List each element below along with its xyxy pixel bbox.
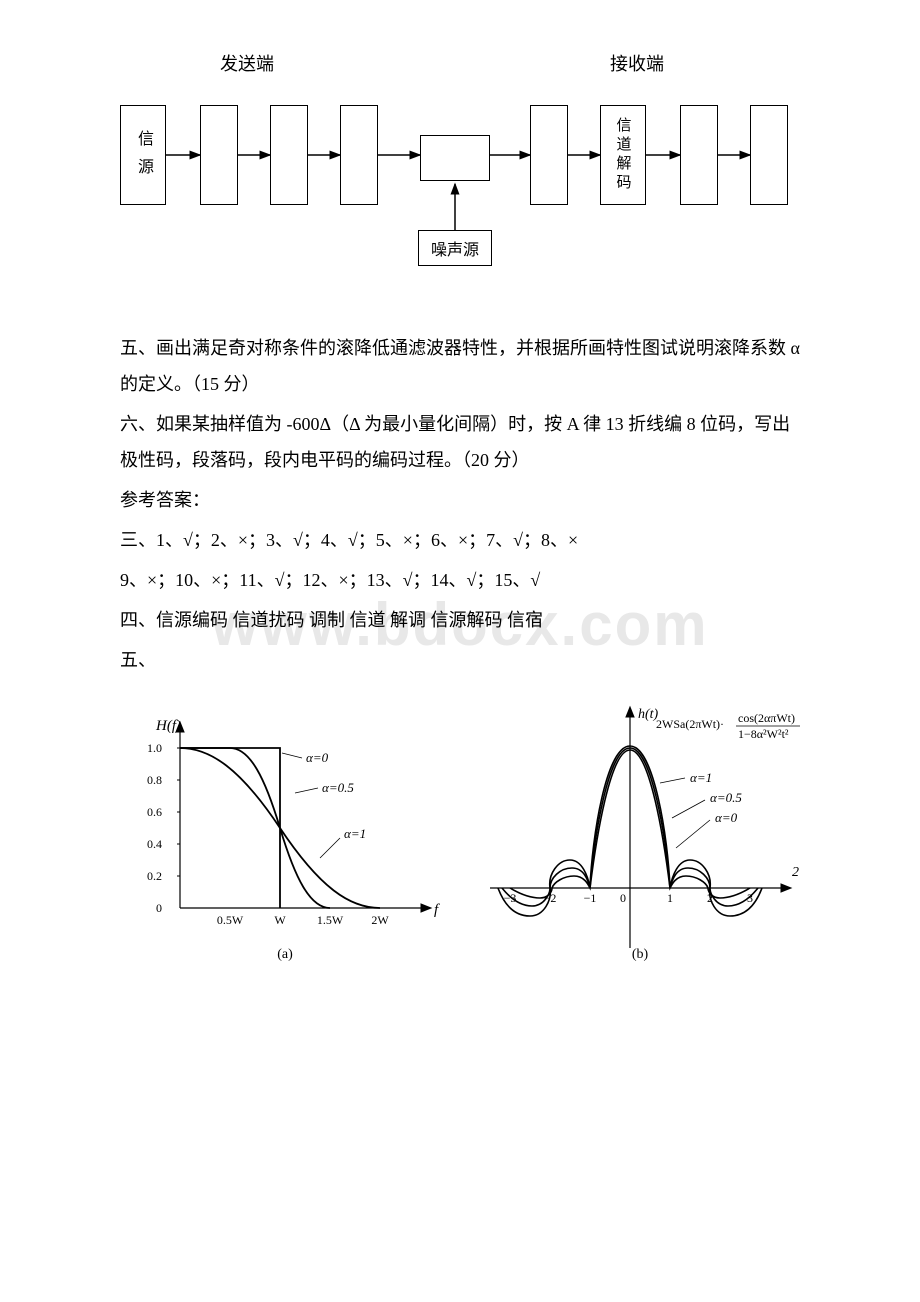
svg-text:0.6: 0.6	[147, 805, 162, 819]
svg-text:2WSa(2πWt)·: 2WSa(2πWt)·	[656, 717, 724, 731]
page-content: 发送端 接收端 信源	[120, 50, 800, 998]
answer-3a: 三、1、√；2、×；3、√；4、√；5、×；6、×；7、√；8、×	[120, 522, 800, 558]
svg-text:α=1: α=1	[690, 770, 712, 785]
svg-text:−1: −1	[584, 891, 597, 905]
box-empty-6	[750, 105, 788, 205]
box-empty-1	[200, 105, 238, 205]
svg-text:0.8: 0.8	[147, 773, 162, 787]
svg-text:cos(2απWt): cos(2απWt)	[738, 711, 795, 725]
svg-text:α=0.5: α=0.5	[710, 790, 742, 805]
svg-text:2W: 2W	[371, 913, 389, 927]
box-channel	[420, 135, 490, 181]
svg-text:0.5W: 0.5W	[217, 913, 244, 927]
svg-text:α=0: α=0	[715, 810, 738, 825]
svg-text:(a): (a)	[277, 947, 293, 962]
svg-text:1−8α²W²t²: 1−8α²W²t²	[738, 727, 789, 741]
box-empty-4	[530, 105, 568, 205]
panel-a: H(f) f 0 0.2 0.4 0.6 0.8 1.0	[147, 718, 440, 962]
svg-text:1.0: 1.0	[147, 741, 162, 755]
svg-text:f: f	[434, 902, 440, 918]
box-decode-text: 信道解码	[613, 117, 634, 193]
svg-text:H(f): H(f)	[155, 718, 181, 734]
svg-text:W: W	[274, 913, 286, 927]
box-source: 信源	[120, 105, 166, 205]
box-channel-decode: 信道解码	[600, 105, 646, 205]
svg-text:α=0: α=0	[306, 750, 329, 765]
rolloff-figure: H(f) f 0 0.2 0.4 0.6 0.8 1.0	[120, 698, 800, 998]
svg-text:(b): (b)	[632, 947, 649, 962]
box-noise: 噪声源	[418, 230, 492, 266]
svg-text:2Wt: 2Wt	[792, 865, 800, 880]
svg-text:α=0.5: α=0.5	[322, 780, 354, 795]
svg-text:0: 0	[620, 891, 626, 905]
box-empty-3	[340, 105, 378, 205]
answer-label: 参考答案：	[120, 482, 800, 518]
answer-4: 四、信源编码 信道扰码 调制 信道 解调 信源解码 信宿	[120, 602, 800, 638]
block-diagram: 发送端 接收端 信源	[120, 50, 800, 290]
question-6: 六、如果某抽样值为 -600Δ（Δ 为最小量化间隔）时，按 A 律 13 折线编…	[120, 406, 800, 478]
answer-5: 五、	[120, 642, 800, 678]
svg-text:0: 0	[156, 901, 162, 915]
figure-container: H(f) f 0 0.2 0.4 0.6 0.8 1.0	[120, 698, 800, 998]
question-5: 五、画出满足奇对称条件的滚降低通滤波器特性，并根据所画特性图试说明滚降系数 α …	[120, 330, 800, 402]
svg-text:1.5W: 1.5W	[317, 913, 344, 927]
box-source-text: 信源	[131, 130, 155, 186]
panel-b: h(t) 2Wt 2WSa(2πWt)· cos(2απWt) 1−8α²W²t…	[490, 707, 800, 962]
answer-3b: 9、×；10、×；11、√；12、×；13、√；14、√；15、√	[120, 562, 800, 598]
svg-text:0.2: 0.2	[147, 869, 162, 883]
box-empty-5	[680, 105, 718, 205]
box-empty-2	[270, 105, 308, 205]
svg-text:0.4: 0.4	[147, 837, 162, 851]
svg-text:α=1: α=1	[344, 826, 366, 841]
svg-text:1: 1	[667, 891, 673, 905]
box-noise-text: 噪声源	[431, 236, 479, 260]
